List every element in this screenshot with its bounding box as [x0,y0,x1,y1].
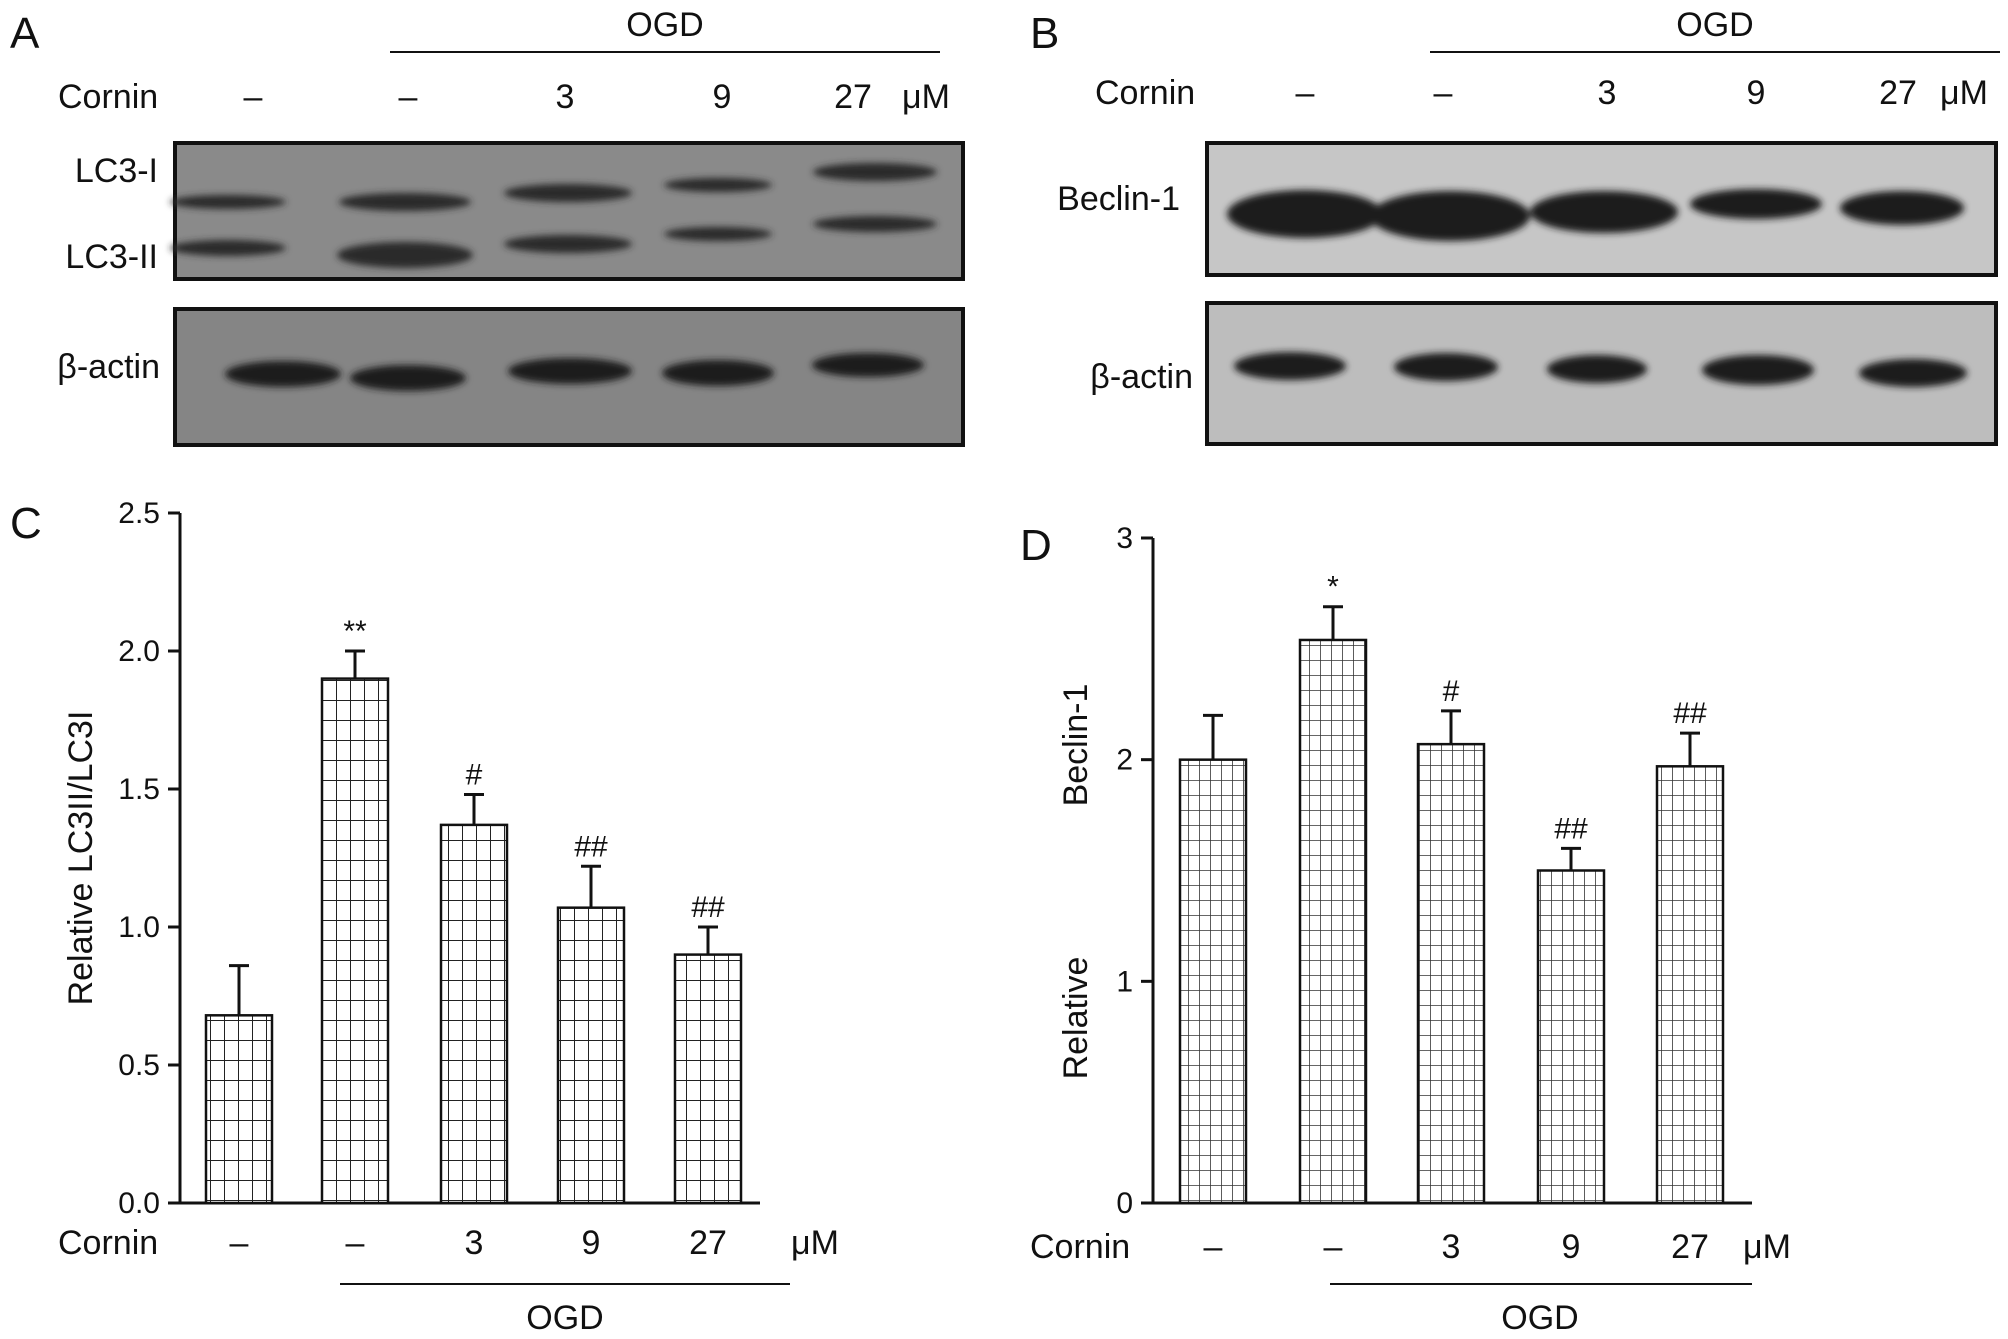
chart-d-bar [1655,765,1725,1205]
chart-d-significance-label: # [1443,675,1460,708]
panel-a-ogd-label: OGD [626,6,703,44]
chart-d-bar [1298,638,1368,1205]
chart-d-bar [1416,742,1486,1205]
chart-d-ytick-label: 3 [1116,522,1133,555]
chart-c-bar [673,953,743,1205]
chart-c-plot: 0.0 0.5 1.0 1.5 2.0 2.5 Relative LC3II/LC3I – **… [62,497,760,1262]
panel-a-unit: μM [902,78,950,116]
chart-c-ytick-label: 1.0 [118,911,160,944]
panel-d-letter: D [1020,521,1052,570]
chart-d-ytick-label: 0 [1116,1187,1133,1220]
chart-d-category-label: 27 [1671,1228,1709,1266]
chart-d-bar [1536,869,1606,1205]
blot-actin-a [173,307,965,447]
blot-actin-b [1205,301,1998,446]
chart-c-significance-label: # [466,759,483,792]
blot-beclin [1205,141,1998,277]
panel-b-unit: μM [1940,74,1988,112]
panel-b-ogd-label: OGD [1676,6,1753,44]
chart-d-ytick-label: 1 [1116,965,1133,998]
chart-c-bar [439,823,509,1205]
lc3-ii-label: LC3-II [65,238,158,276]
panel-c-cornin-label: Cornin [58,1224,158,1262]
chart-d-ytick-label: 2 [1116,744,1133,777]
chart-c-ytick-label: 1.5 [118,773,160,806]
chart-d-significance-label: * [1327,571,1339,604]
chart-c-ytick-label: 2.5 [118,497,160,530]
chart-c-category-label: 3 [465,1224,484,1262]
panel-d: D 0 1 2 3 Relative Beclin-1 – * – #3 ## 9 ## 27 Corni… [1020,521,1791,1337]
chart-d-category-label: – [1324,1228,1343,1266]
panel-a-letter: A [10,9,40,58]
panel-d-ogd-label: OGD [1501,1299,1578,1337]
chart-c-ytick-label: 0.0 [118,1187,160,1220]
chart-d-y-axis-label: Relative [1057,957,1095,1080]
chart-d-category-label: 9 [1562,1228,1581,1266]
chart-c-category-label: 27 [689,1224,727,1262]
panel-c-unit: μM [791,1224,839,1262]
blot-lc3 [170,141,965,281]
panel-a-lane-5: 27 [834,78,872,116]
panel-a-lane-3: 3 [556,78,575,116]
panel-b-lane-3: 3 [1598,74,1617,112]
panel-c: C 0.0 0.5 1.0 1.5 2.0 2.5 Relative LC3II/LC3I –… [10,497,839,1337]
chart-c-category-label: – [230,1224,249,1262]
panel-b-lane-1: – [1296,74,1315,112]
panel-a-lane-1: – [244,78,263,116]
panel-b: B OGD Cornin – – 3 9 27 μM Beclin-1 β-ac… [1030,6,2000,446]
chart-c-bar [320,677,390,1205]
panel-b-cornin-label: Cornin [1095,74,1195,112]
chart-d-plot: 0 1 2 3 Relative Beclin-1 – * – #3 ## 9 ## 27 [1057,522,1752,1266]
chart-d-significance-label: ## [1554,812,1588,845]
chart-d-y-axis-label: Beclin-1 [1057,684,1095,807]
lc3-i-label: LC3-I [75,152,158,190]
chart-c-category-label: – [346,1224,365,1262]
panel-b-lane-5: 27 [1879,74,1917,112]
panel-b-lane-2: – [1434,74,1453,112]
chart-c-significance-label: ## [691,891,725,924]
panel-a: A OGD Cornin – – 3 9 27 μM LC3-I LC3-II … [10,6,965,447]
chart-c-significance-label: ** [343,615,367,648]
chart-d-category-label: – [1204,1228,1223,1266]
chart-c-bar [204,1014,274,1205]
chart-c-bar [556,906,626,1205]
panel-a-lane-2: – [399,78,418,116]
panel-b-letter: B [1030,9,1059,58]
actin-label-b: β-actin [1090,358,1193,396]
chart-d-category-label: 3 [1442,1228,1461,1266]
chart-d-significance-label: ## [1673,697,1707,730]
chart-c-y-axis-label: Relative LC3II/LC3I [62,711,100,1006]
panel-a-lane-4: 9 [713,78,732,116]
beclin-label: Beclin-1 [1057,180,1180,218]
chart-c-ytick-label: 2.0 [118,635,160,668]
panel-a-cornin-label: Cornin [58,78,158,116]
panel-c-ogd-label: OGD [526,1299,603,1337]
chart-d-bar [1178,758,1248,1205]
panel-c-letter: C [10,499,42,548]
chart-c-significance-label: ## [574,830,608,863]
chart-c-ytick-label: 0.5 [118,1049,160,1082]
panel-b-lane-4: 9 [1747,74,1766,112]
panel-d-unit: μM [1743,1228,1791,1266]
chart-c-category-label: 9 [582,1224,601,1262]
panel-d-cornin-label: Cornin [1030,1228,1130,1266]
actin-label-a: β-actin [57,348,160,386]
